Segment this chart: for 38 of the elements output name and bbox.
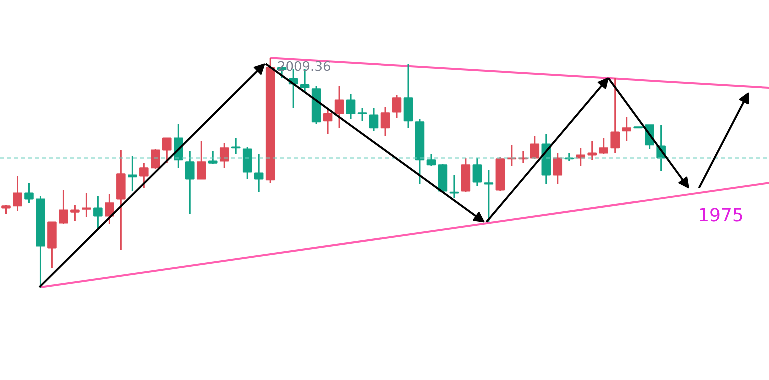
- candlestick: [105, 193, 114, 226]
- candlestick: [610, 77, 620, 154]
- candlestick: [358, 107, 368, 122]
- candlestick: [426, 153, 436, 168]
- candlestick: [162, 137, 172, 164]
- candlestick: [622, 116, 632, 142]
- candlestick: [404, 63, 414, 129]
- candlestick: [346, 93, 356, 120]
- candlestick: [185, 150, 195, 215]
- candlestick: [472, 158, 482, 188]
- candlestick: [220, 142, 230, 169]
- candlestick: [553, 152, 563, 186]
- candlestick: [208, 150, 218, 165]
- candlestick: [484, 169, 494, 224]
- candlestick: [254, 153, 264, 194]
- candlestick: [128, 155, 138, 192]
- candlestick: [24, 182, 34, 204]
- candlestick: [140, 162, 149, 189]
- candlestick: [59, 190, 68, 226]
- candlestick: [82, 192, 92, 218]
- candlestick: [242, 146, 252, 180]
- candlestick: [588, 140, 598, 161]
- candlestick: [94, 196, 103, 230]
- candlestick: [599, 137, 608, 155]
- candlestick: [530, 135, 540, 160]
- candlestick: [13, 175, 22, 212]
- text: 1975: [698, 205, 744, 226]
- candlestick: [450, 174, 460, 200]
- candlestick: [334, 85, 344, 129]
- candlestick: [231, 137, 241, 155]
- candlestick: [196, 140, 206, 180]
- candlestick: [323, 107, 333, 135]
- candlestick: [380, 106, 390, 137]
- annotation: 2009.36: [277, 60, 332, 76]
- candlestick: [392, 94, 402, 119]
- candlestick: [151, 148, 160, 170]
- candlestick: [369, 107, 379, 132]
- candlestick: [70, 204, 80, 222]
